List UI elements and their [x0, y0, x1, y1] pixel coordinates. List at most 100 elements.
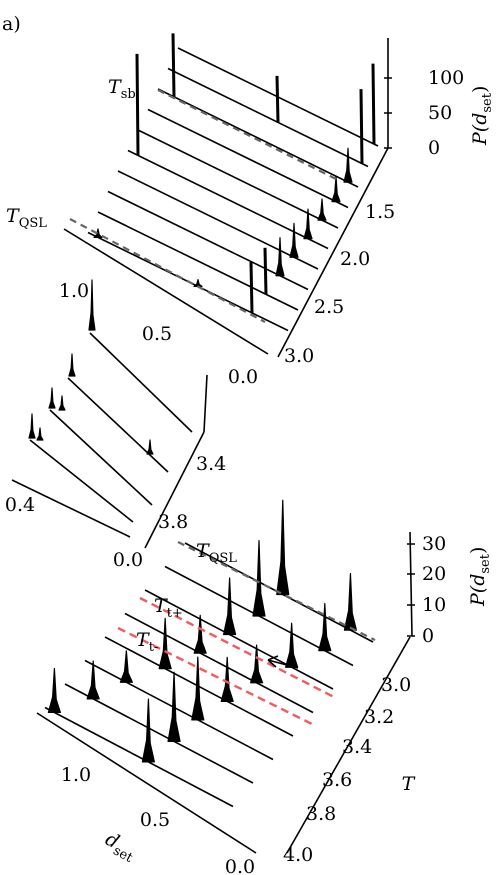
peak-bar	[331, 175, 341, 203]
inset-peak	[146, 439, 154, 455]
peak-bar	[252, 539, 266, 617]
d-tick-label: 0.5	[140, 809, 170, 831]
tt-plus-dashed-line	[139, 596, 335, 699]
peak-bar	[275, 237, 285, 277]
inset-peak	[68, 353, 76, 377]
peak-bar	[158, 617, 172, 670]
tqsl-label: TQSL	[196, 540, 237, 566]
inset-peak	[36, 427, 44, 441]
t-tick-label: 3.0	[381, 674, 411, 696]
peak-bar	[263, 247, 268, 295]
top-ylabel: P(dset)	[469, 86, 495, 146]
series-baseline	[144, 589, 334, 690]
t-tick-label: 2.5	[314, 296, 344, 318]
inset-peak	[28, 413, 36, 439]
tsb-label: Tsb	[108, 76, 136, 102]
z-tick-label: 20	[422, 563, 446, 585]
t-tick-label: 2.0	[340, 248, 370, 270]
peak-bar	[289, 222, 299, 258]
peak-bar	[171, 33, 176, 97]
peak-bar	[93, 228, 103, 238]
t-tick-label: 3.0	[284, 345, 314, 367]
peak-bar	[220, 656, 234, 702]
d-axis-line	[36, 712, 257, 854]
peak-bar	[318, 602, 332, 652]
peak-bar	[275, 75, 280, 123]
inset-baseline	[49, 409, 153, 506]
t-tick-label: 3.4	[342, 736, 372, 758]
series-baseline	[97, 211, 299, 311]
t-axis-line	[277, 147, 389, 358]
d-tick-label: 0.0	[225, 856, 255, 875]
series-baseline	[147, 108, 349, 209]
peak-bar	[249, 262, 254, 313]
z-axis-line	[409, 531, 413, 637]
inset-baseline	[67, 377, 169, 473]
series-baseline	[124, 612, 314, 714]
tqsl-dashed-line	[177, 541, 376, 641]
peak-bar	[276, 499, 290, 596]
series-baseline	[117, 170, 319, 270]
d-axis-label: dset	[100, 828, 141, 866]
peak-bar	[317, 198, 327, 221]
arrow-head	[267, 655, 279, 668]
peak-bar	[141, 698, 155, 763]
z-tick-label: 100	[428, 67, 464, 89]
z-tick-label: 10	[422, 594, 446, 616]
t-tick-label: 4.0	[283, 844, 313, 866]
series-baseline	[157, 88, 359, 188]
tqsl-label: TQSL	[6, 205, 47, 231]
series-baseline	[84, 659, 274, 761]
peak-bar	[371, 63, 376, 145]
t-tick-label: 1.5	[365, 201, 395, 223]
series-baseline	[107, 190, 309, 291]
z-tick-label: 0	[428, 137, 440, 159]
d-tick-label: 0.5	[142, 323, 172, 345]
inset-t-tick-label: 3.8	[158, 511, 188, 533]
inset-baseline	[29, 439, 134, 523]
peak-bar	[359, 89, 364, 164]
inset-d-tick-label: 0.0	[113, 549, 143, 571]
inset-peak	[48, 387, 56, 409]
peak-bar	[191, 656, 205, 721]
tsb-dashed-line	[157, 89, 339, 181]
series-baseline	[137, 129, 339, 229]
z-tick-label: 0	[422, 625, 434, 647]
peak-bar	[135, 53, 140, 156]
t-tick-label: 3.6	[322, 769, 352, 791]
series-baseline	[167, 67, 369, 168]
tt-minus-dashed-line	[117, 626, 315, 727]
inset-t-axis	[144, 431, 205, 549]
t-axis-line	[286, 636, 411, 854]
d-tick-label: 1.0	[61, 764, 91, 786]
peak-bar	[303, 208, 313, 240]
series-baseline	[127, 149, 329, 250]
peak-bar	[285, 622, 299, 668]
peak-bar	[86, 660, 100, 700]
z-tick-label: 30	[422, 533, 446, 555]
series-baseline	[44, 706, 234, 808]
bottom-ylabel: P(dset)	[467, 547, 493, 607]
inset-z-axis	[203, 374, 208, 433]
inset-baseline	[11, 479, 131, 538]
peak-bar	[119, 650, 133, 683]
peak-bar	[167, 671, 181, 743]
t-axis-label: T	[402, 773, 416, 795]
tqsl-dashed-line	[69, 218, 266, 323]
peak-bar	[47, 667, 61, 714]
tt-plus-label: Tt+	[154, 595, 183, 621]
d-tick-label: 0.0	[228, 366, 258, 388]
peak-bar	[343, 147, 353, 183]
z-tick-label: 50	[428, 102, 452, 124]
d-axis-line	[63, 228, 269, 355]
inset-baseline	[89, 332, 193, 433]
inset-peak	[88, 279, 96, 331]
t-tick-label: 3.8	[306, 803, 336, 825]
inset-peak	[58, 395, 66, 411]
peak-bar	[223, 577, 237, 636]
series-baseline	[64, 683, 254, 784]
tt-minus-label: Tt-	[136, 629, 158, 655]
inset-t-tick-label: 3.4	[196, 453, 226, 475]
